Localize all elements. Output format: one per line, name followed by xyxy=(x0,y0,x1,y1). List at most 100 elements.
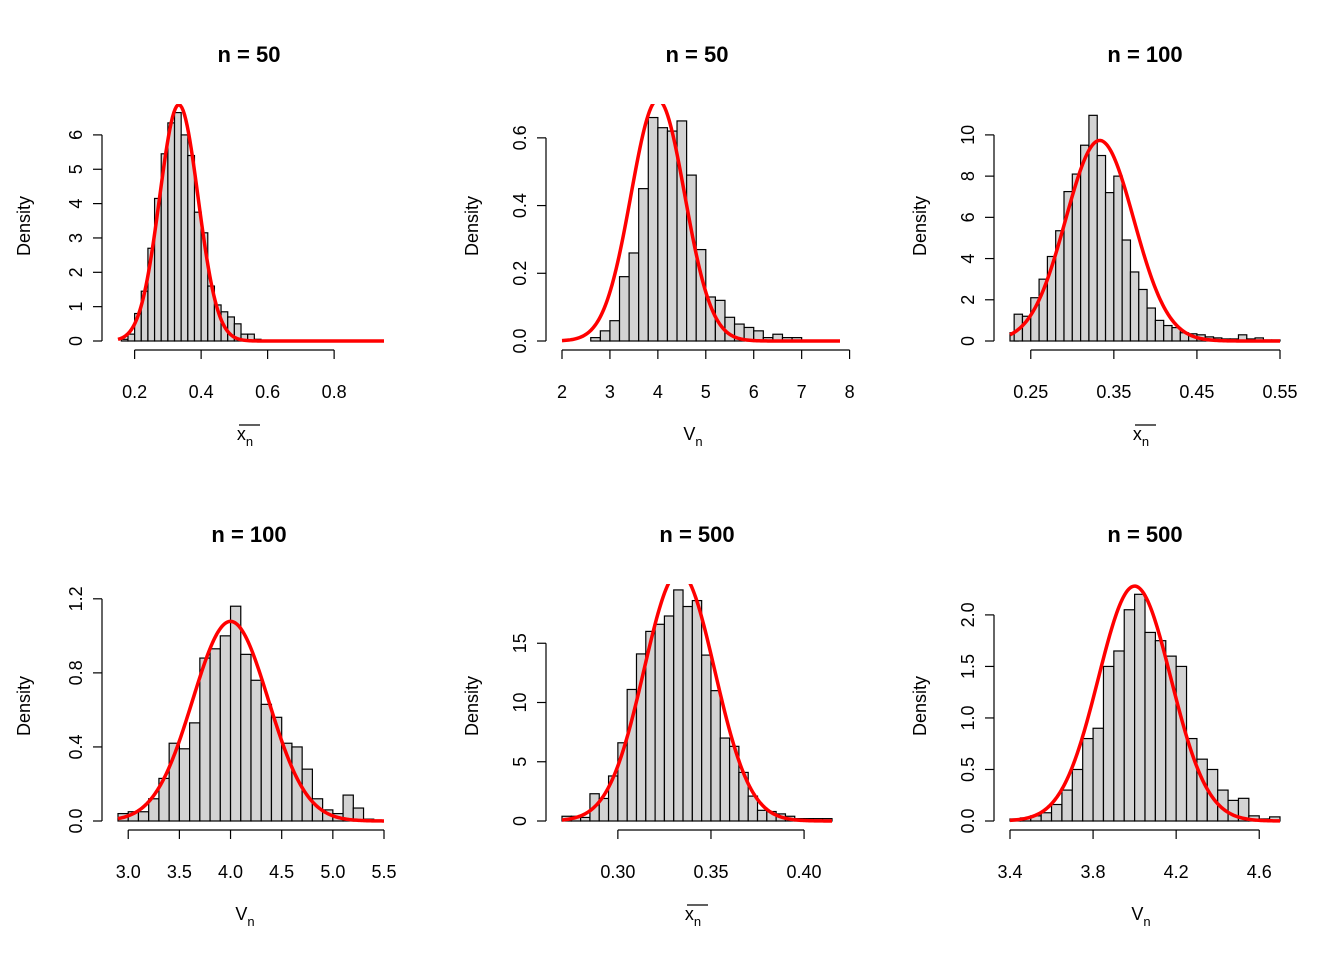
y-tick-label: 1.2 xyxy=(66,586,86,611)
histogram-bar xyxy=(686,174,697,342)
density-curve xyxy=(117,104,384,343)
x-tick-label: 3.5 xyxy=(167,862,192,882)
histogram-bar xyxy=(628,252,640,342)
y-tick-label: 3 xyxy=(66,233,86,243)
histogram-bar xyxy=(1113,650,1125,822)
y-tick-label: 6 xyxy=(958,212,978,222)
y-tick-label: 0.5 xyxy=(958,757,978,782)
histogram-bar xyxy=(618,276,630,342)
y-axis-label: Density xyxy=(910,196,930,256)
y-tick-label: 0.2 xyxy=(510,261,530,286)
panel-title: n = 50 xyxy=(666,42,729,67)
histogram-bar xyxy=(193,211,202,342)
histogram-bar xyxy=(233,323,242,342)
histogram-bar xyxy=(1154,319,1165,342)
x-tick-label: 8 xyxy=(845,382,855,402)
histogram-bar xyxy=(1146,307,1156,342)
histogram-panel: 0.30 0.35 0.40 0 5 10 15 n = 500 Density xn xyxy=(462,522,833,929)
y-tick-label: 10 xyxy=(510,692,530,712)
histogram-bar xyxy=(682,605,693,822)
histogram-bar xyxy=(1080,144,1090,342)
x-tick-label: 2 xyxy=(557,382,567,402)
histogram-bar xyxy=(1040,812,1053,822)
x-tick-label: 0.25 xyxy=(1013,382,1048,402)
y-axis-label: Density xyxy=(14,676,34,736)
x-tick-label: 4.0 xyxy=(218,862,243,882)
x-tick-label: 3 xyxy=(605,382,615,402)
histogram-bar xyxy=(229,605,242,822)
y-axis-label: Density xyxy=(910,676,930,736)
y-tick-label: 4 xyxy=(958,254,978,264)
histogram-panel: 3.4 3.8 4.2 4.6 0.0 0.5 1.0 1.5 2.0 n = 500 Densit… xyxy=(910,522,1281,929)
histogram-bar xyxy=(710,690,721,822)
y-tick-label: 1.0 xyxy=(958,705,978,730)
x-tick-label: 4.2 xyxy=(1164,862,1189,882)
histogram-bar xyxy=(240,653,252,822)
histogram-bar xyxy=(1071,173,1082,342)
density-curve xyxy=(1009,138,1280,343)
y-tick-label: 2 xyxy=(958,295,978,305)
y-tick-label: 10 xyxy=(958,125,978,145)
y-tick-label: 2 xyxy=(66,267,86,277)
histogram-bar xyxy=(1104,192,1115,342)
y-tick-label: 1.5 xyxy=(958,654,978,679)
x-axis-label: Vn xyxy=(235,904,254,929)
x-tick-label: 0.35 xyxy=(1096,382,1131,402)
histogram-bar xyxy=(590,337,601,342)
density-curve xyxy=(1009,584,1281,823)
histogram-bar xyxy=(1144,631,1156,822)
histogram-bar xyxy=(1134,593,1146,822)
y-tick-label: 0 xyxy=(510,816,530,826)
x-tick-label: 0.8 xyxy=(322,382,347,402)
histogram-bar xyxy=(756,809,768,822)
y-tick-label: 0.6 xyxy=(510,125,530,150)
histogram-panel: 2 3 4 5 6 7 8 0.0 0.2 0.4 0.6 n = 50 Density Vn xyxy=(462,42,855,449)
y-tick-label: 1 xyxy=(66,302,86,312)
x-tick-label: 3.8 xyxy=(1081,862,1106,882)
x-tick-label: 4.6 xyxy=(1247,862,1272,882)
histogram-bar xyxy=(719,737,731,822)
histogram-bar xyxy=(1129,271,1140,342)
x-tick-label: 5 xyxy=(701,382,711,402)
y-tick-label: 8 xyxy=(958,171,978,181)
x-tick-label: 0.40 xyxy=(787,862,822,882)
density-curve xyxy=(561,584,833,823)
histogram-bar xyxy=(1096,154,1107,342)
x-tick-label: 3.0 xyxy=(116,862,141,882)
histogram-panel: 0.2 0.4 0.6 0.8 0 1 2 3 4 5 6 n = 50 Density xn xyxy=(14,42,384,449)
histogram-bar xyxy=(189,722,201,822)
histogram-bar xyxy=(673,589,684,822)
histogram-bar xyxy=(747,795,759,822)
panel-title: n = 50 xyxy=(218,42,281,67)
x-tick-label: 6 xyxy=(749,382,759,402)
y-tick-label: 0.4 xyxy=(510,193,530,218)
y-tick-label: 6 xyxy=(66,130,86,140)
x-tick-label: 0.6 xyxy=(255,382,280,402)
x-tick-label: 5.5 xyxy=(371,862,396,882)
y-tick-label: 0 xyxy=(66,336,86,346)
histogram-bar xyxy=(691,599,703,822)
histogram-bar xyxy=(219,635,232,822)
density-curve xyxy=(117,619,385,823)
y-tick-label: 0.0 xyxy=(66,808,86,833)
histogram-bar xyxy=(1175,665,1188,822)
histogram-bar xyxy=(1061,789,1073,822)
y-tick-label: 5 xyxy=(510,757,530,767)
histogram-bar xyxy=(167,122,176,342)
x-tick-label: 4.5 xyxy=(269,862,294,882)
y-tick-label: 0 xyxy=(958,336,978,346)
histogram-bar xyxy=(180,134,189,342)
histogram-bar xyxy=(1138,288,1148,342)
histogram-bar xyxy=(1163,324,1173,342)
histogram-bar xyxy=(199,657,211,822)
y-tick-label: 0.0 xyxy=(958,808,978,833)
x-tick-label: 3.4 xyxy=(997,862,1022,882)
x-axis-label: Vn xyxy=(1131,904,1150,929)
histogram-bar xyxy=(1102,665,1115,822)
histogram-bar xyxy=(1237,797,1250,822)
panel-title: n = 500 xyxy=(659,522,734,547)
x-axis-label: xn xyxy=(685,904,701,929)
y-tick-label: 5 xyxy=(66,164,86,174)
panel-title: n = 500 xyxy=(1107,522,1182,547)
histogram-bar xyxy=(701,654,712,822)
